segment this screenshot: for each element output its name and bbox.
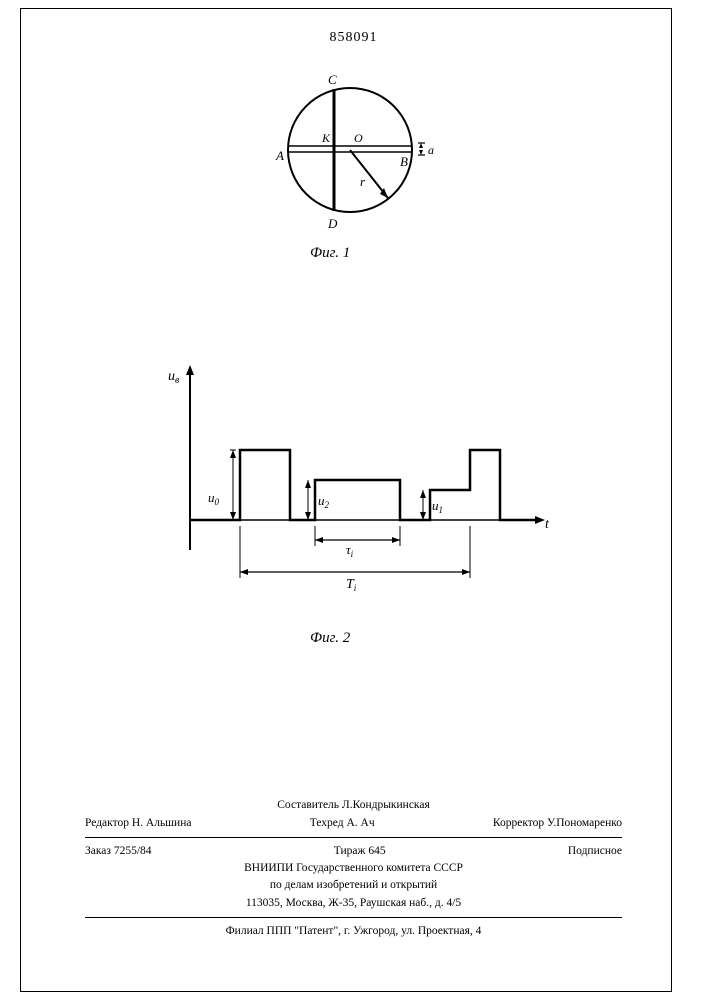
label-K: K [321, 131, 331, 145]
label-Ti: Ti [346, 577, 357, 593]
footer-rule-1 [85, 837, 622, 838]
fig2-waveform: uв t u0 u2 u1 τi Ti [140, 350, 560, 610]
order-label: Заказ [85, 845, 111, 857]
address-line: 113035, Москва, Ж-35, Раушская наб., д. … [85, 895, 622, 912]
techred-label: Техред [310, 817, 344, 829]
y-axis-label: uв [168, 369, 180, 386]
label-O: O [354, 131, 363, 145]
label-r: r [360, 174, 366, 189]
techred-name: А. Ач [346, 817, 374, 829]
label-A: A [275, 148, 284, 163]
editor-name: Н. Альшина [132, 817, 192, 829]
fig2-caption: Фиг. 2 [310, 630, 350, 647]
label-a: a [428, 143, 434, 157]
label-tau: τi [346, 542, 354, 559]
x-axis-label: t [545, 517, 550, 532]
waveform-path [190, 450, 535, 520]
page-number: 858091 [330, 30, 378, 46]
label-D: D [327, 216, 338, 231]
org-line-1: ВНИИПИ Государственного комитета СССР [85, 860, 622, 877]
tirazh-num: 645 [368, 845, 385, 857]
footer-rule-2 [85, 917, 622, 918]
order-num: 7255/84 [114, 845, 152, 857]
tirazh-label: Тираж [334, 845, 366, 857]
compiler-name: Л.Кондрыкинская [342, 799, 430, 811]
corrector-name: У.Пономаренко [547, 817, 622, 829]
editor-label: Редактор [85, 817, 129, 829]
footer-block: Составитель Л.Кондрыкинская Редактор Н. … [85, 797, 622, 940]
label-C: C [328, 72, 337, 87]
fig1-caption: Фиг. 1 [310, 245, 350, 262]
label-u1: u1 [432, 498, 443, 515]
label-B: B [400, 154, 408, 169]
label-u0: u0 [208, 490, 220, 507]
subscribed: Подписное [568, 843, 622, 860]
branch-line: Филиал ППП "Патент", г. Ужгород, ул. Про… [85, 923, 622, 940]
org-line-2: по делам изобретений и открытий [85, 877, 622, 894]
corrector-label: Корректор [493, 817, 544, 829]
label-u2: u2 [318, 493, 330, 510]
fig1-diagram: C D A B K O r a [260, 70, 440, 240]
compiler-label: Составитель [277, 799, 339, 811]
